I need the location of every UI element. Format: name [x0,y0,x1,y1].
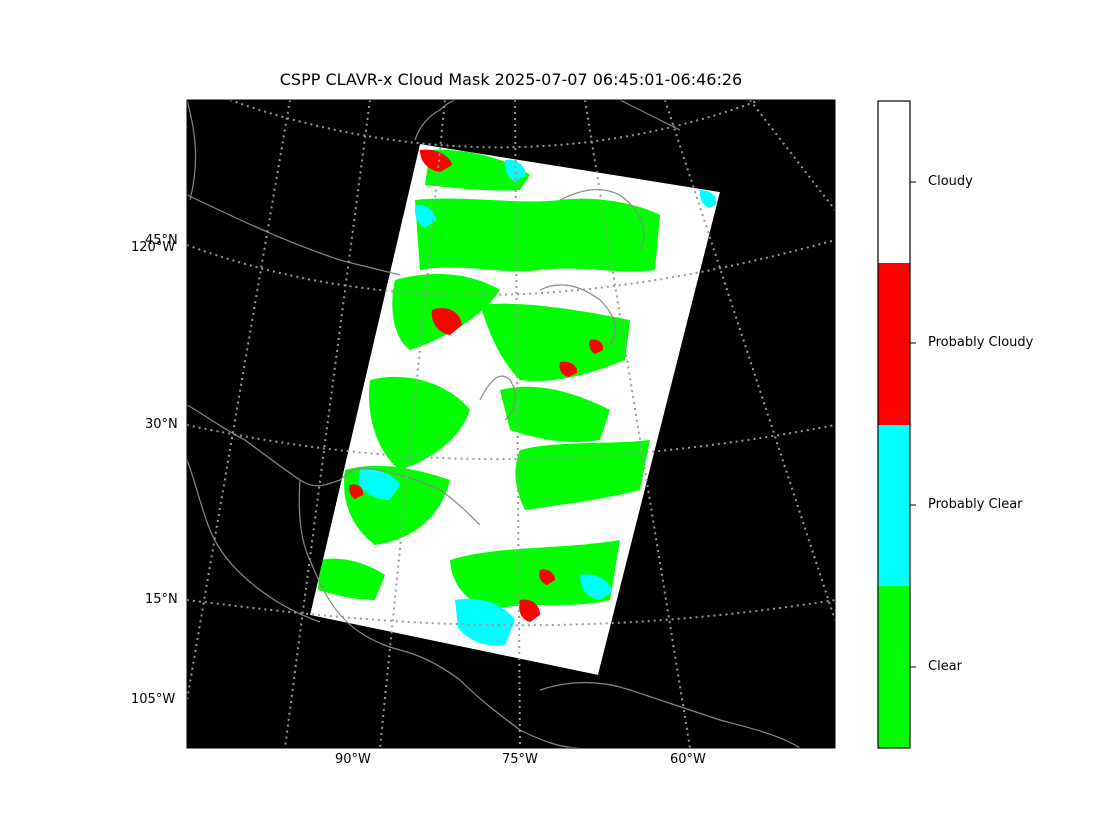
map-title: CSPP CLAVR-x Cloud Mask 2025-07-07 06:45… [279,70,743,89]
lat-label-15n: 15°N [145,592,178,607]
colorbar-label-probably-cloudy: Probably Cloudy [928,335,1034,350]
colorbar-probably-cloudy-segment [878,263,910,425]
colorbar-probably-clear-segment [878,425,910,586]
graticule [187,100,835,748]
colorbar-label-clear: Clear [928,659,962,674]
lat-label-30n: 30°N [145,417,178,432]
colorbar-clear-segment [878,586,910,748]
lat-label-45n: 45°N [145,233,178,248]
probably-clear-regions [358,159,717,646]
lon-label-75w: 75°W [502,752,538,767]
coastlines [187,100,801,748]
colorbar-label-cloudy: Cloudy [928,174,973,189]
cloud-mask-swath [310,144,720,675]
colorbar-cloudy-segment [878,101,910,263]
clear-regions [318,149,660,610]
map-frame [186,99,836,749]
lon-label-105w: 105°W [131,692,176,707]
lon-label-120w: 120°W [131,240,176,255]
probably-cloudy-regions [349,149,604,622]
colorbar-label-probably-clear: Probably Clear [928,497,1023,512]
lon-label-90w: 90°W [335,752,371,767]
lon-label-60w: 60°W [670,752,706,767]
colorbar [877,100,916,749]
